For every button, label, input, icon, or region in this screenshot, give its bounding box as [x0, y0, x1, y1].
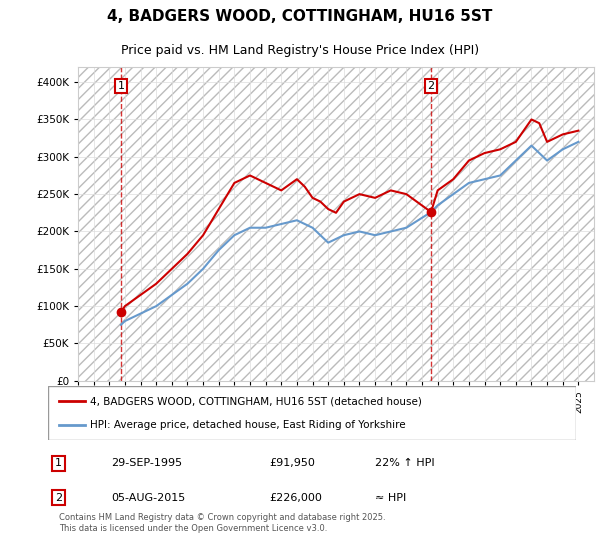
Text: 1: 1 — [55, 458, 62, 468]
Text: 05-AUG-2015: 05-AUG-2015 — [112, 493, 185, 503]
Text: 1: 1 — [118, 81, 125, 91]
Text: Price paid vs. HM Land Registry's House Price Index (HPI): Price paid vs. HM Land Registry's House … — [121, 44, 479, 57]
Text: ≈ HPI: ≈ HPI — [376, 493, 407, 503]
Text: 4, BADGERS WOOD, COTTINGHAM, HU16 5ST (detached house): 4, BADGERS WOOD, COTTINGHAM, HU16 5ST (d… — [90, 396, 422, 407]
Text: £226,000: £226,000 — [270, 493, 323, 503]
Text: HPI: Average price, detached house, East Riding of Yorkshire: HPI: Average price, detached house, East… — [90, 419, 406, 430]
Text: 2: 2 — [55, 493, 62, 503]
Text: Contains HM Land Registry data © Crown copyright and database right 2025.
This d: Contains HM Land Registry data © Crown c… — [59, 514, 385, 533]
Text: £91,950: £91,950 — [270, 458, 316, 468]
Text: 29-SEP-1995: 29-SEP-1995 — [112, 458, 182, 468]
Text: 4, BADGERS WOOD, COTTINGHAM, HU16 5ST: 4, BADGERS WOOD, COTTINGHAM, HU16 5ST — [107, 10, 493, 24]
Text: 2: 2 — [428, 81, 434, 91]
Text: 22% ↑ HPI: 22% ↑ HPI — [376, 458, 435, 468]
